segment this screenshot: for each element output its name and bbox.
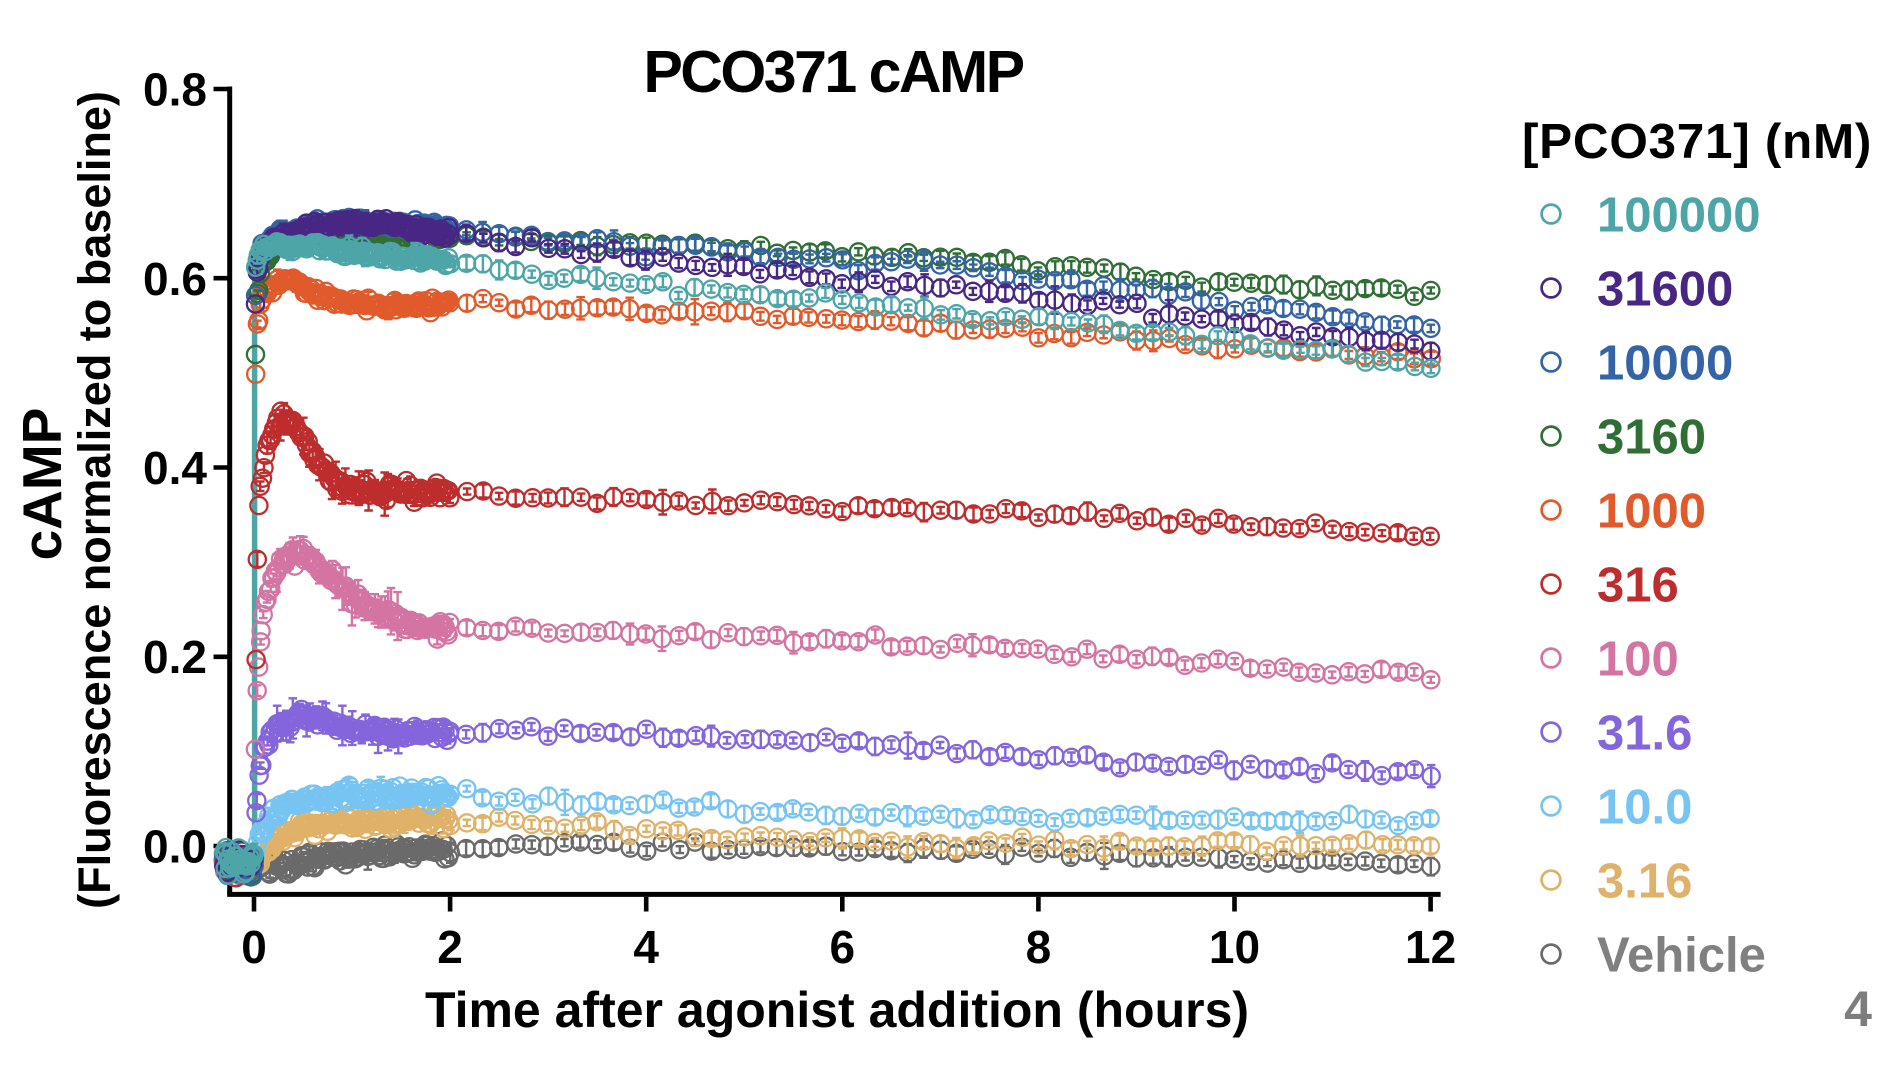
svg-text:100000: 100000: [1597, 189, 1761, 243]
svg-text:12: 12: [1405, 921, 1456, 973]
svg-text:Vehicle: Vehicle: [1597, 929, 1766, 983]
svg-text:10.0: 10.0: [1597, 781, 1692, 835]
svg-text:0.6: 0.6: [143, 253, 207, 305]
svg-text:6: 6: [830, 921, 856, 973]
svg-text:4: 4: [1844, 981, 1872, 1037]
svg-text:cAMP: cAMP: [11, 408, 73, 561]
svg-text:PCO371 cAMP: PCO371 cAMP: [643, 39, 1023, 105]
svg-text:3.16: 3.16: [1597, 855, 1692, 909]
svg-text:1000: 1000: [1597, 485, 1706, 539]
svg-text:10: 10: [1209, 921, 1260, 973]
svg-text:0: 0: [241, 921, 267, 973]
svg-text:8: 8: [1026, 921, 1052, 973]
svg-text:10000: 10000: [1597, 337, 1733, 391]
svg-text:[PCO371] (nM): [PCO371] (nM): [1522, 114, 1872, 169]
svg-text:0.0: 0.0: [143, 821, 207, 873]
svg-text:0.2: 0.2: [143, 631, 207, 683]
svg-text:31600: 31600: [1597, 263, 1733, 317]
svg-text:(Fluorescence normalized to ba: (Fluorescence normalized to baseline): [69, 91, 120, 909]
svg-text:31.6: 31.6: [1597, 707, 1692, 761]
svg-text:100: 100: [1597, 633, 1679, 687]
svg-text:Time after agonist addition (h: Time after agonist addition (hours): [425, 982, 1249, 1038]
svg-text:0.4: 0.4: [143, 442, 207, 494]
svg-text:316: 316: [1597, 559, 1679, 613]
svg-text:0.8: 0.8: [143, 64, 207, 116]
svg-text:4: 4: [633, 921, 659, 973]
svg-text:3160: 3160: [1597, 411, 1706, 465]
svg-text:2: 2: [437, 921, 463, 973]
